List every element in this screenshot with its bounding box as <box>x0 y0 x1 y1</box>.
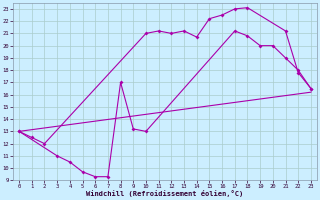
X-axis label: Windchill (Refroidissement éolien,°C): Windchill (Refroidissement éolien,°C) <box>86 190 244 197</box>
